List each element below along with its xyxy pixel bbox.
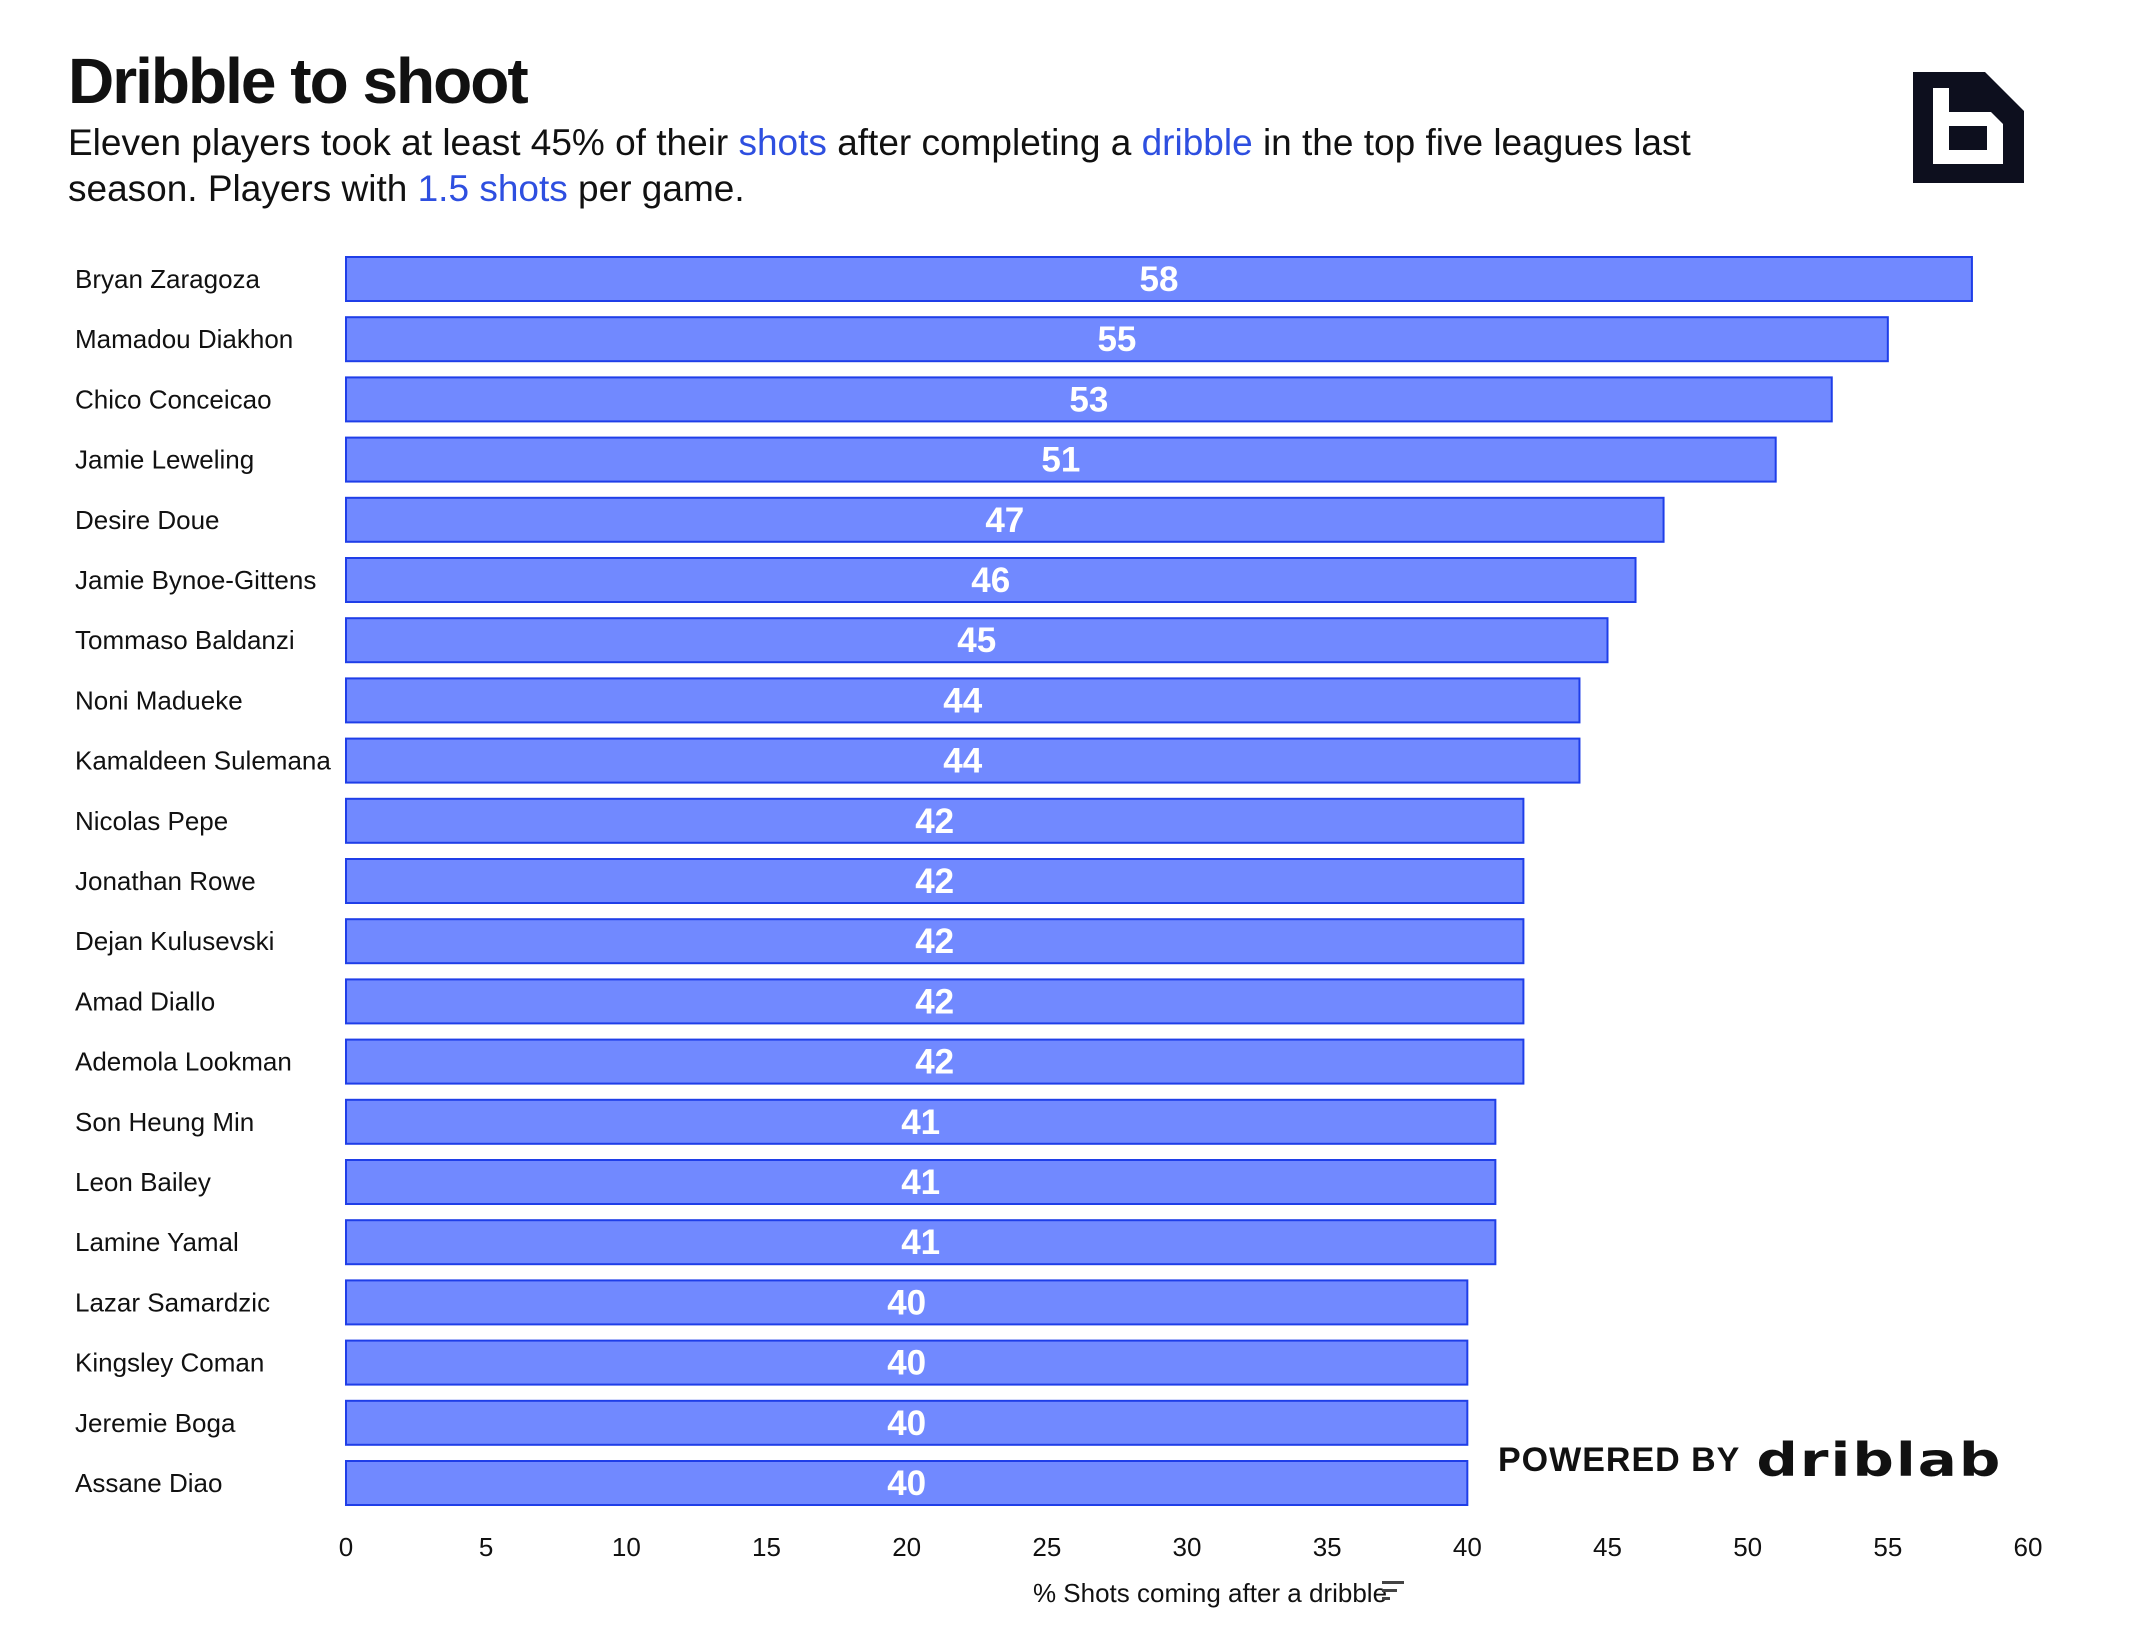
- player-label: Lamine Yamal: [75, 1227, 239, 1257]
- subtitle-text-4: per game.: [567, 168, 745, 209]
- subtitle-text-3: in the top five leagues last season. Pla…: [68, 122, 1691, 209]
- x-tick-label: 60: [2014, 1532, 2043, 1562]
- bar-value-label: 47: [985, 501, 1024, 540]
- bar[interactable]: [345, 1339, 1469, 1386]
- bar[interactable]: [345, 737, 1581, 784]
- bar-value-label: 42: [915, 862, 954, 901]
- bar-value-label: 41: [901, 1103, 940, 1142]
- x-tick-label: 45: [1593, 1532, 1622, 1562]
- bar[interactable]: [345, 978, 1525, 1025]
- bar[interactable]: [345, 1038, 1525, 1085]
- bar[interactable]: [345, 617, 1609, 664]
- bar-value-label: 46: [971, 561, 1010, 600]
- player-label: Amad Diallo: [75, 986, 215, 1016]
- player-label: Son Heung Min: [75, 1107, 254, 1137]
- subtitle-highlight-threshold: 1.5 shots: [417, 168, 568, 209]
- driblab-wordmark: driblab: [1756, 1432, 2003, 1488]
- bar[interactable]: [345, 436, 1777, 483]
- bar[interactable]: [345, 677, 1581, 724]
- player-label: Lazar Samardzic: [75, 1287, 270, 1317]
- bar-value-label: 55: [1097, 320, 1136, 359]
- bar[interactable]: [345, 256, 1973, 302]
- player-label: Mamadou Diakhon: [75, 324, 293, 354]
- powered-by-label: POWERED BY: [1498, 1440, 1741, 1479]
- bar-value-label: 40: [887, 1404, 926, 1443]
- bar-value-label: 41: [901, 1163, 940, 1202]
- bar-value-label: 44: [943, 742, 982, 781]
- x-tick-label: 15: [752, 1532, 781, 1562]
- bar[interactable]: [345, 316, 1889, 363]
- player-label: Ademola Lookman: [75, 1047, 292, 1077]
- x-axis-ticks: 0 5 10 15 20 25 30 35 40 45 50 55 60: [339, 1532, 2043, 1562]
- chart-subtitle: Eleven players took at least 45% of thei…: [68, 120, 1708, 212]
- bar[interactable]: [345, 858, 1525, 904]
- player-label: Kingsley Coman: [75, 1348, 264, 1378]
- bar[interactable]: [345, 557, 1637, 603]
- player-label: Dejan Kulusevski: [75, 926, 274, 956]
- x-tick-label: 40: [1453, 1532, 1482, 1562]
- x-tick-label: 30: [1173, 1532, 1202, 1562]
- player-label: Desire Doue: [75, 505, 220, 535]
- player-label: Chico Conceicao: [75, 384, 272, 414]
- bar[interactable]: [345, 496, 1665, 543]
- player-label: Jonathan Rowe: [75, 866, 256, 896]
- player-label: Jamie Bynoe-Gittens: [75, 565, 316, 595]
- x-tick-label: 20: [892, 1532, 921, 1562]
- bar-value-label: 40: [887, 1344, 926, 1383]
- player-label: Kamaldeen Sulemana: [75, 746, 331, 776]
- bar[interactable]: [345, 1399, 1469, 1446]
- bar[interactable]: [345, 918, 1525, 965]
- bar-value-label: 42: [915, 922, 954, 961]
- bar[interactable]: [345, 1098, 1497, 1145]
- bar-value-label: 40: [887, 1283, 926, 1322]
- bar[interactable]: [345, 1279, 1469, 1326]
- player-label: Tommaso Baldanzi: [75, 625, 295, 655]
- subtitle-text-2: after completing a: [826, 122, 1142, 163]
- driblab-logo-icon: [1913, 72, 2024, 183]
- player-label: Leon Bailey: [75, 1167, 211, 1197]
- player-label: Assane Diao: [75, 1468, 222, 1498]
- bar[interactable]: [345, 797, 1525, 844]
- x-tick-label: 25: [1032, 1532, 1061, 1562]
- x-tick-label: 5: [479, 1532, 493, 1562]
- subtitle-highlight-shots: shots: [738, 122, 827, 163]
- x-axis-title: % Shots coming after a dribble: [1033, 1578, 1387, 1608]
- bar-value-label: 42: [915, 1043, 954, 1082]
- powered-by-footer: POWERED BY driblab: [1498, 1430, 2002, 1490]
- bar-value-label: 40: [887, 1464, 926, 1503]
- player-label: Nicolas Pepe: [75, 806, 228, 836]
- bars: [345, 256, 1973, 1506]
- bar-value-label: 53: [1069, 380, 1108, 419]
- player-label: Jamie Leweling: [75, 445, 254, 475]
- bar-value-label: 58: [1139, 260, 1178, 299]
- bar-value-label: 45: [957, 621, 996, 660]
- bar-value-label: 42: [915, 982, 954, 1021]
- bar-value-label: 44: [943, 681, 982, 720]
- bar-value-label: 42: [915, 802, 954, 841]
- bar[interactable]: [345, 376, 1833, 423]
- sort-descending-icon[interactable]: [1382, 1581, 1404, 1600]
- x-tick-label: 50: [1733, 1532, 1762, 1562]
- player-label: Jeremie Boga: [75, 1408, 236, 1438]
- player-labels: Bryan Zaragoza Mamadou Diakhon Chico Conce…: [75, 264, 331, 1498]
- subtitle-text-1: Eleven players took at least 45% of thei…: [68, 122, 739, 163]
- x-tick-label: 55: [1873, 1532, 1902, 1562]
- chart-title: Dribble to shoot: [68, 45, 529, 117]
- player-label: Noni Madueke: [75, 685, 243, 715]
- x-tick-label: 0: [339, 1532, 353, 1562]
- x-tick-label: 10: [612, 1532, 641, 1562]
- subtitle-highlight-dribble: dribble: [1141, 122, 1253, 163]
- bar[interactable]: [345, 1460, 1469, 1506]
- bar[interactable]: [345, 1219, 1497, 1266]
- player-label: Bryan Zaragoza: [75, 264, 261, 294]
- bar[interactable]: [345, 1159, 1497, 1205]
- x-tick-label: 35: [1313, 1532, 1342, 1562]
- bar-value-label: 51: [1041, 441, 1080, 480]
- bar-value-label: 41: [901, 1223, 940, 1262]
